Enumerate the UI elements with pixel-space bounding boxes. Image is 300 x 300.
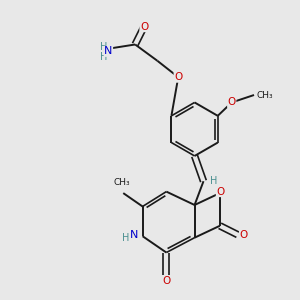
Text: O: O <box>140 22 148 32</box>
Text: CH₃: CH₃ <box>113 178 130 187</box>
Text: O: O <box>216 187 225 196</box>
Text: O: O <box>239 230 248 240</box>
Text: H: H <box>100 52 107 62</box>
Text: CH₃: CH₃ <box>256 91 273 100</box>
Text: O: O <box>174 72 182 82</box>
Text: O: O <box>162 276 170 286</box>
Text: H: H <box>100 42 107 52</box>
Text: N: N <box>130 230 138 240</box>
Text: O: O <box>228 98 236 107</box>
Text: N: N <box>104 46 112 56</box>
Text: H: H <box>122 233 129 243</box>
Text: H: H <box>210 176 218 186</box>
